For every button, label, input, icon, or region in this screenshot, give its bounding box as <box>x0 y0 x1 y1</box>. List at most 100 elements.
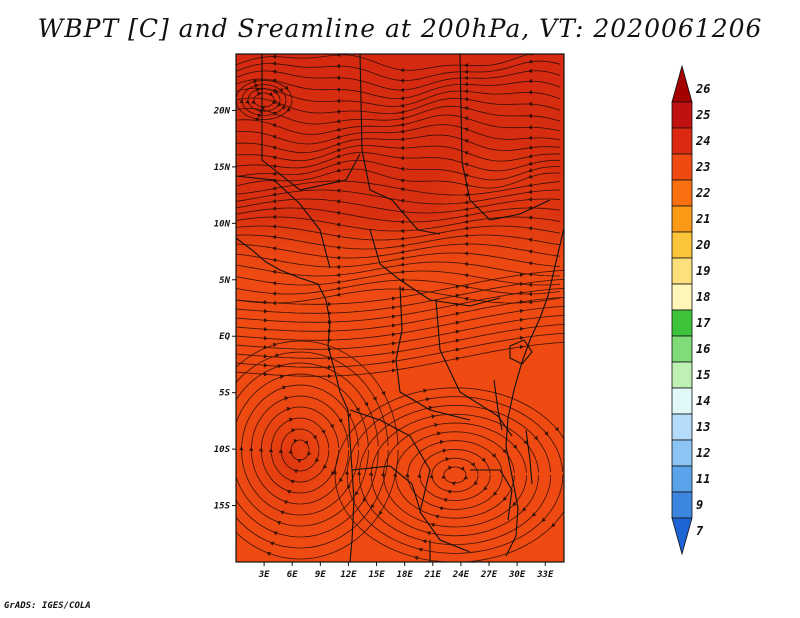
colorbar-label: 12 <box>696 446 710 460</box>
streamline-arrow <box>286 490 292 495</box>
streamline-arrow <box>272 54 277 59</box>
colorbar-label: 25 <box>695 108 710 122</box>
streamline-arrow <box>473 480 478 486</box>
boundary-5 <box>369 229 501 307</box>
streamline-arrow <box>272 69 277 74</box>
streamline-arrow <box>356 470 362 476</box>
streamline-arrow <box>284 396 289 401</box>
streamline-arrow <box>336 286 341 291</box>
map-frame <box>235 53 565 563</box>
streamline-arrow <box>464 82 469 87</box>
streamline-arrow <box>464 69 469 74</box>
streamline-arrow <box>272 134 277 140</box>
colorbar-label: 21 <box>695 212 710 226</box>
streamline-arrow <box>528 135 533 141</box>
streamline-arrow <box>528 189 533 195</box>
lon-tick-label: 12E <box>340 570 357 580</box>
streamline-arrow <box>391 332 396 337</box>
streamline-arrow <box>336 168 341 173</box>
streamline-arrow <box>531 512 537 517</box>
streamline-arrow <box>528 153 533 159</box>
streamline-arrow <box>336 109 341 114</box>
streamline-arrow <box>438 506 444 511</box>
colorbar-label: 22 <box>695 186 710 200</box>
streamline-arrow <box>400 87 405 93</box>
streamline-arrow <box>464 63 469 68</box>
streamline-arrow <box>336 199 341 204</box>
streamline <box>236 79 293 120</box>
streamline-arrow <box>315 458 320 463</box>
streamline <box>250 395 349 505</box>
streamline-arrow <box>464 127 469 132</box>
streamline-arrow <box>464 106 469 111</box>
streamline <box>236 207 561 223</box>
streamline-arrow <box>239 99 244 104</box>
streamline-arrow <box>354 490 359 496</box>
streamline <box>236 296 564 332</box>
streamline-arrow <box>263 300 268 305</box>
streamline-arrow <box>321 429 326 435</box>
lat-tick-label: 10S <box>214 445 231 455</box>
streamline <box>236 168 561 189</box>
streamline <box>236 243 561 259</box>
streamline-arrow <box>272 269 277 275</box>
streamline-arrow <box>257 91 262 96</box>
colorbar-swatch <box>671 205 693 233</box>
grads-credit: GrADS: IGES/COLA <box>4 601 91 611</box>
streamline-arrow <box>336 127 341 132</box>
streamline-arrow <box>286 107 291 112</box>
streamline-arrow <box>519 335 524 341</box>
streamline-arrow <box>528 215 533 220</box>
streamline-arrow <box>278 87 284 93</box>
colorbar-swatch <box>671 127 693 155</box>
streamline-arrow <box>502 496 508 501</box>
streamline-arrow <box>336 75 341 80</box>
streamline-arrow <box>256 87 261 92</box>
streamline-arrow <box>272 291 277 296</box>
streamline-arrow <box>528 197 533 202</box>
streamline-arrow <box>344 470 350 475</box>
streamline-arrow <box>400 145 405 151</box>
streamline-arrow <box>413 555 419 561</box>
streamline-arrow <box>422 539 427 544</box>
streamline <box>236 323 564 359</box>
streamline-arrow <box>448 465 453 470</box>
streamline-arrow <box>400 219 405 225</box>
streamline-arrow <box>464 213 469 218</box>
colorbar-swatch <box>671 413 693 441</box>
streamline-arrow <box>276 521 282 526</box>
colorbar-label: 15 <box>696 368 710 382</box>
streamline-arrow <box>338 418 343 424</box>
coastline-west-africa <box>236 237 355 562</box>
streamline-arrow <box>327 364 332 370</box>
streamline-arrow <box>336 210 341 216</box>
streamline-arrow <box>272 224 277 229</box>
streamline-arrow <box>464 200 469 205</box>
lat-tick-label: 5S <box>219 389 230 399</box>
streamline <box>358 404 552 546</box>
lake-malawi <box>525 429 533 485</box>
streamline-arrow <box>528 249 533 254</box>
streamline-arrow <box>269 541 275 546</box>
streamline-arrow <box>336 63 341 69</box>
streamline-arrow <box>434 514 440 519</box>
boundary-2 <box>359 54 441 235</box>
streamline-arrow <box>355 407 360 413</box>
colorbar-label: 24 <box>695 134 710 148</box>
streamline-arrow <box>425 397 431 402</box>
colorbar-swatch <box>671 335 693 363</box>
streamline-arrow <box>528 237 533 243</box>
streamline-arrow <box>273 342 278 347</box>
streamline <box>236 351 389 549</box>
boundary-7 <box>435 299 513 437</box>
streamline-arrow <box>336 160 341 165</box>
streamline-arrow <box>372 396 377 402</box>
colorbar-swatch <box>671 101 693 129</box>
streamline-arrow <box>263 363 268 368</box>
streamline-arrow <box>400 178 405 183</box>
streamline-arrow <box>455 284 460 289</box>
streamline-arrow <box>290 479 295 484</box>
streamline-arrow <box>451 481 456 486</box>
streamline-arrow <box>464 226 469 231</box>
